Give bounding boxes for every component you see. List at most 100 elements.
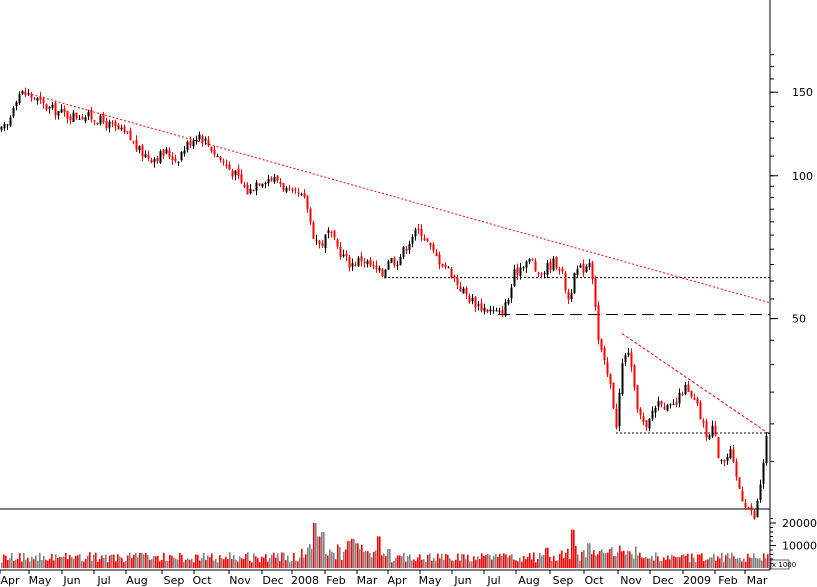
candle-body — [312, 222, 315, 239]
volume-bar — [407, 555, 409, 568]
candle-body — [156, 157, 159, 162]
volume-bar — [33, 559, 35, 568]
volume-bar — [697, 554, 699, 568]
candle-body — [366, 260, 369, 265]
candle-body — [519, 267, 522, 276]
time-tick-label: Nov — [620, 574, 642, 587]
volume-bar — [283, 552, 285, 568]
volume-bar — [563, 558, 565, 568]
candle-body — [501, 310, 504, 316]
volume-bar — [721, 552, 723, 568]
volume-bar — [85, 558, 87, 568]
volume-bar — [415, 561, 417, 568]
candle-body — [495, 310, 498, 312]
volume-bar — [329, 549, 331, 568]
volume-bar — [399, 555, 401, 568]
time-tick-label: Apr — [387, 574, 407, 587]
volume-bar — [481, 553, 483, 568]
volume-bar — [705, 559, 707, 568]
volume-bar — [353, 538, 355, 568]
volume-bar — [535, 562, 537, 568]
volume-bar — [195, 554, 197, 568]
volume-bar — [389, 548, 391, 568]
volume-bar — [607, 552, 609, 568]
candle-body — [561, 268, 564, 272]
candle-body — [141, 145, 144, 157]
volume-bar — [227, 558, 229, 568]
candle-body — [132, 141, 135, 143]
candle-body — [18, 94, 21, 104]
candle-body — [177, 161, 180, 163]
candle-body — [711, 425, 714, 437]
volume-bar — [665, 559, 667, 568]
volume-bar — [129, 553, 131, 568]
volume-bar — [69, 554, 71, 568]
volume-bar — [347, 541, 349, 568]
volume-bar — [425, 561, 427, 568]
volume-bar — [35, 555, 37, 568]
trend-and-support-lines — [23, 91, 771, 435]
volume-bar — [311, 549, 313, 568]
volume-bar — [205, 559, 207, 568]
candle-body — [300, 193, 303, 195]
candle-body — [471, 297, 474, 301]
candle-body — [489, 309, 492, 312]
volume-bar — [345, 549, 347, 568]
candle-body — [162, 149, 165, 156]
volume-bar — [655, 552, 657, 568]
volume-bar — [215, 558, 217, 568]
time-tick-label: Oct — [584, 574, 604, 587]
candle-body — [363, 262, 366, 264]
volume-bar — [209, 557, 211, 568]
candle-body — [102, 114, 105, 123]
volume-bar — [51, 553, 53, 568]
volume-tick-label: 10000 — [782, 540, 817, 553]
volume-bar — [125, 561, 127, 568]
candle-body — [105, 120, 108, 129]
candle-body — [195, 139, 198, 142]
candle-body — [522, 267, 525, 269]
volume-bar — [661, 560, 663, 568]
candle-body — [69, 116, 72, 121]
candle-body — [387, 261, 390, 270]
candle-body — [465, 288, 468, 295]
volume-bar — [185, 559, 187, 568]
time-tick-label: Jul — [486, 574, 500, 587]
candle-body — [585, 266, 588, 272]
volume-bar — [31, 556, 33, 568]
volume-bar — [437, 553, 439, 568]
volume-bar — [601, 549, 603, 568]
volume-bar — [551, 560, 553, 568]
candle-body — [57, 111, 60, 116]
candle-body — [111, 122, 114, 124]
candle-body — [318, 240, 321, 244]
volume-bar — [673, 556, 675, 568]
candle-body — [84, 117, 87, 122]
volume-bar — [377, 536, 379, 568]
price-tick-label: 100 — [792, 170, 813, 183]
volume-bar — [381, 555, 383, 568]
volume-bar — [461, 553, 463, 568]
volume-bar — [79, 554, 81, 568]
time-tick-label: Jun — [453, 574, 471, 587]
volume-bar — [263, 557, 265, 568]
candle-body — [753, 511, 756, 519]
volume-bar — [497, 557, 499, 568]
volume-bar — [15, 559, 17, 568]
candle-body — [639, 408, 642, 416]
volume-bar — [237, 561, 239, 568]
volume-bar — [595, 555, 597, 568]
volume-bar — [245, 554, 247, 568]
candle-body — [633, 365, 636, 388]
volume-bar — [759, 558, 761, 568]
volume-bar — [97, 561, 99, 568]
candle-body — [645, 420, 648, 428]
volume-bar — [49, 558, 51, 568]
volume-bar — [657, 556, 659, 568]
candle-body — [30, 93, 33, 98]
volume-bar — [275, 557, 277, 568]
volume-bar — [259, 562, 261, 568]
volume-bar — [59, 556, 61, 568]
volume-bar — [293, 552, 295, 568]
volume-bar — [631, 554, 633, 568]
